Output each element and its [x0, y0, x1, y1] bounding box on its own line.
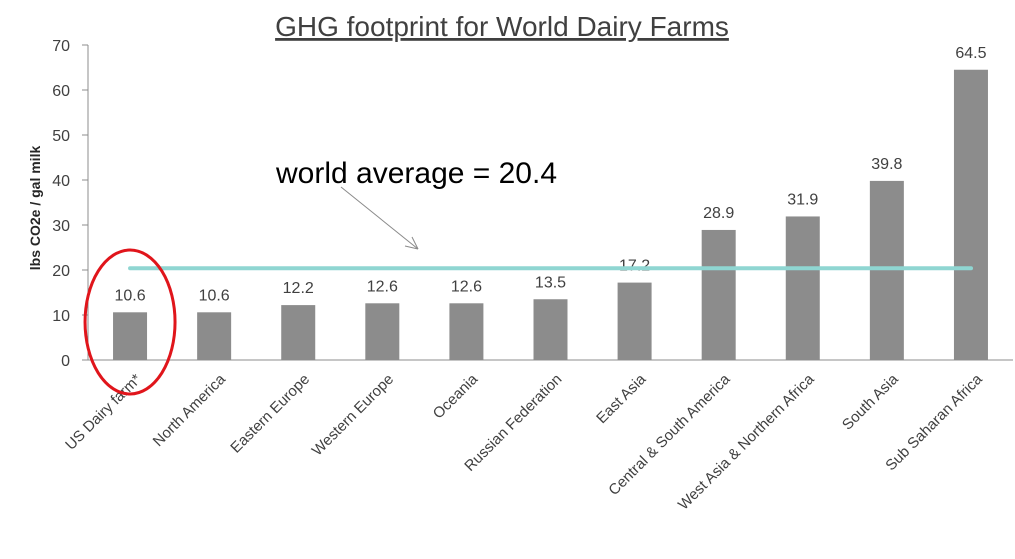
category-label: Oceania — [430, 370, 482, 422]
data-label: 13.5 — [535, 274, 566, 291]
data-label: 10.6 — [114, 287, 145, 304]
data-label: 12.6 — [367, 278, 398, 295]
bar — [449, 303, 484, 360]
annotation-arrow-line — [340, 186, 419, 250]
category-label: Western Europe — [309, 371, 397, 459]
us-dairy-highlight-ellipse — [83, 248, 177, 396]
bar — [113, 312, 148, 360]
category-label: West Asia & Northern Africa — [675, 370, 818, 513]
category-label: North America — [150, 370, 230, 450]
bar — [533, 299, 568, 360]
y-tick-label: 50 — [52, 128, 70, 145]
annotation-arrowhead — [404, 236, 419, 250]
category-label: US Dairy farm* — [62, 371, 145, 454]
bar — [365, 303, 400, 360]
bar — [281, 305, 316, 360]
data-label: 12.6 — [451, 278, 482, 295]
category-label: South Asia — [839, 370, 902, 433]
data-label: 64.5 — [955, 45, 986, 62]
bar — [197, 312, 232, 360]
chart-title: GHG footprint for World Dairy Farms — [275, 11, 729, 42]
data-label: 10.6 — [199, 287, 230, 304]
data-label: 17.2 — [619, 258, 650, 275]
bar — [617, 282, 652, 360]
y-tick-label: 70 — [52, 38, 70, 55]
category-label: Eastern Europe — [227, 371, 313, 457]
data-label: 39.8 — [871, 156, 902, 173]
y-tick-label: 0 — [61, 353, 70, 370]
y-axis: 0 10 20 30 40 50 60 70 — [52, 38, 89, 370]
y-tick-label: 20 — [52, 263, 70, 280]
bar — [953, 69, 988, 360]
y-axis-label: lbs CO2e / gal milk — [27, 146, 43, 271]
y-tick-label: 40 — [52, 173, 70, 190]
y-tick-label: 60 — [52, 83, 70, 100]
data-label: 12.2 — [283, 280, 314, 297]
bar — [785, 216, 820, 360]
bar — [869, 180, 904, 360]
data-label: 31.9 — [787, 191, 818, 208]
annotations: world average = 20.4 — [83, 157, 973, 396]
bars: 10.6 10.6 12.2 12.6 12.6 13.5 17.2 28.9 31.9 39.8… — [113, 45, 988, 360]
y-tick-label: 30 — [52, 218, 70, 235]
data-label: 28.9 — [703, 205, 734, 222]
bar — [701, 229, 736, 360]
y-tick-label: 10 — [52, 308, 70, 325]
world-average-annotation: world average = 20.4 — [275, 157, 557, 190]
category-label: East Asia — [593, 370, 650, 427]
